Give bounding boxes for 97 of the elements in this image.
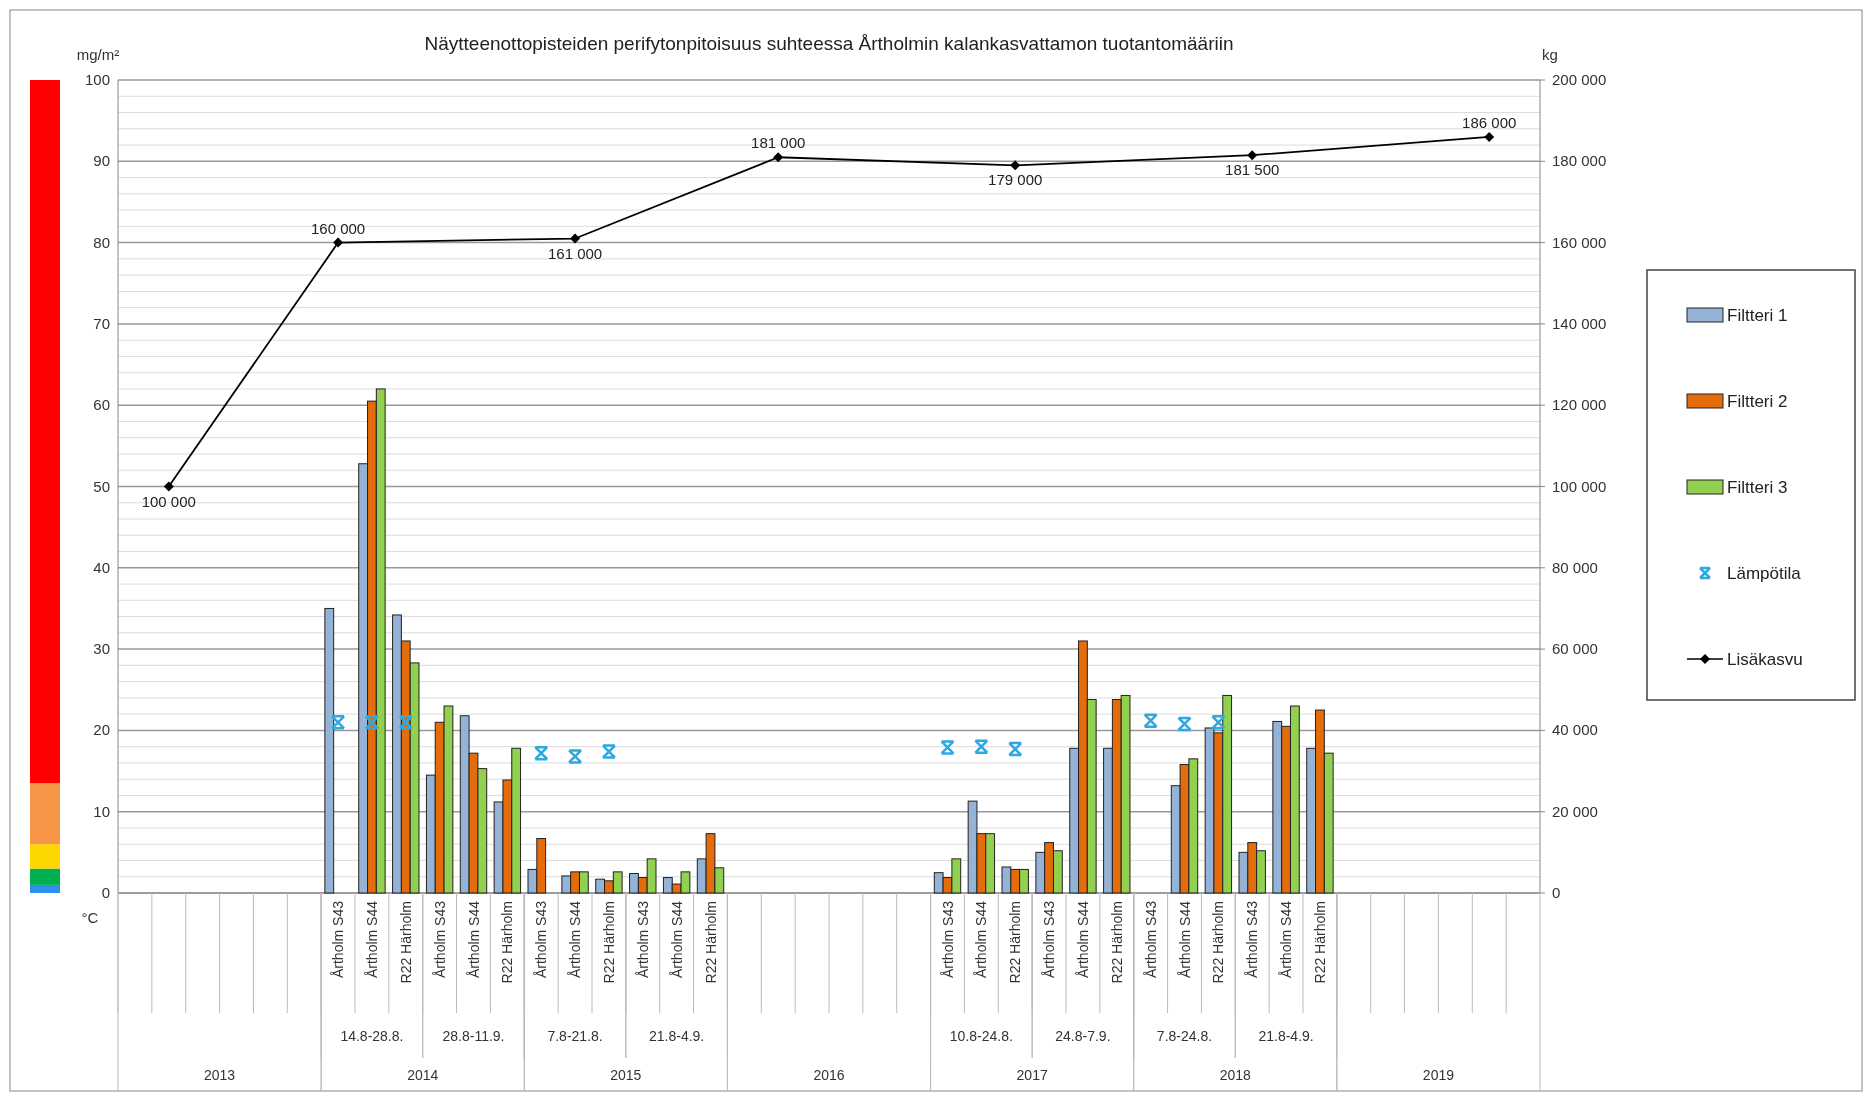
- data-label: 179 000: [988, 171, 1043, 189]
- text: 2014: [407, 1066, 439, 1083]
- y2-tick-label: 80 000: [1552, 558, 1598, 576]
- point: [940, 740, 955, 755]
- x-tick-label: Årtholm S44: [363, 900, 380, 979]
- y-tick-label: 90: [93, 152, 110, 170]
- x-tick-label: Årtholm S43: [1041, 900, 1058, 979]
- x-tick-label: Årtholm S44: [1278, 900, 1295, 979]
- y-tick-label: 80: [93, 233, 110, 251]
- text: 24.8-7.9.: [1055, 1027, 1111, 1044]
- x-tick-label: Årtholm S44: [1074, 900, 1091, 979]
- point: [1247, 150, 1258, 161]
- data-label: 186 000: [1462, 113, 1517, 131]
- chart-title: Näytteenottopisteiden perifytonpitoisuus suhteessa Årtholmin kalankasvattamon tuotantomääriin: [424, 33, 1234, 54]
- point: [398, 715, 414, 730]
- point: [567, 749, 583, 764]
- x-tick-label: R22 Härholm: [397, 901, 414, 984]
- text: °C: [81, 909, 99, 926]
- y2-tick-label: 100 000: [1552, 477, 1607, 495]
- point: [1484, 131, 1495, 142]
- point: [1010, 160, 1021, 171]
- x-tick-label: R22 Härholm: [702, 901, 719, 984]
- y2-tick-label: 0: [1552, 884, 1561, 901]
- legend-label: Filtteri 3: [1727, 478, 1788, 497]
- point: [364, 715, 380, 730]
- y2-tick-label: 140 000: [1552, 314, 1607, 332]
- y-tick-label: 30: [93, 640, 110, 658]
- text: 21.8-4.9.: [649, 1027, 705, 1044]
- legend-label: Lämpötila: [1727, 564, 1802, 583]
- legend-label: Filtteri 2: [1727, 392, 1788, 411]
- text: 14.8-28.8.: [340, 1027, 404, 1044]
- x-tick-label: Årtholm S43: [634, 900, 651, 979]
- text: 2017: [1016, 1066, 1048, 1083]
- y-axis-title: mg/m²: [76, 46, 120, 63]
- x-tick-label: Årtholm S43: [1142, 900, 1159, 979]
- legend-label: Filtteri 1: [1727, 306, 1788, 325]
- x-tick-label: Årtholm S44: [465, 900, 482, 979]
- x-tick-label: R22 Härholm: [1007, 901, 1024, 984]
- x-tick-label: Årtholm S43: [431, 900, 448, 979]
- point: [330, 715, 346, 730]
- y-tick-label: 10: [93, 802, 110, 820]
- y-tick-label: 40: [93, 558, 110, 576]
- point: [1211, 715, 1226, 730]
- y-tick-label: 50: [93, 477, 110, 495]
- point: [570, 233, 581, 244]
- point: [974, 739, 989, 754]
- text: 10.8-24.8.: [949, 1027, 1013, 1044]
- data-label: 181 000: [751, 134, 806, 152]
- data-label: 161 000: [547, 244, 603, 262]
- text: 28.8-11.9.: [442, 1027, 505, 1044]
- x-tick-label: Årtholm S43: [1244, 900, 1261, 979]
- y2-tick-label: 40 000: [1552, 721, 1598, 739]
- text: 21.8-4.9.: [1258, 1027, 1314, 1044]
- text: 2016: [813, 1066, 845, 1083]
- point: [601, 744, 617, 759]
- x-tick-label: Årtholm S44: [668, 900, 685, 979]
- text: 2019: [1422, 1066, 1455, 1083]
- point: [533, 745, 549, 761]
- x-tick-label: Årtholm S44: [973, 900, 990, 979]
- y2-tick-label: 200 000: [1552, 71, 1607, 88]
- point: [1177, 716, 1192, 732]
- x-tick-label: Årtholm S43: [533, 900, 550, 979]
- y2-tick-label: 160 000: [1552, 233, 1607, 251]
- text: 7.8-24.8.: [1156, 1027, 1213, 1044]
- y-tick-label: 70: [93, 314, 110, 332]
- text: 2018: [1219, 1066, 1252, 1083]
- text: 2015: [610, 1066, 642, 1083]
- x-tick-label: Årtholm S43: [939, 900, 956, 979]
- text: 2013: [203, 1066, 236, 1083]
- legend-label: Lisäkasvu: [1727, 650, 1803, 669]
- x-tick-label: R22 Härholm: [1108, 901, 1125, 984]
- y-tick-label: 0: [101, 884, 110, 901]
- y2-tick-label: 20 000: [1552, 802, 1598, 820]
- y-tick-label: 100: [84, 71, 110, 88]
- point: [163, 481, 174, 492]
- data-label: 181 500: [1225, 161, 1280, 179]
- point: [773, 152, 784, 163]
- x-tick-label: R22 Härholm: [600, 901, 617, 984]
- x-tick-label: R22 Härholm: [1210, 901, 1227, 984]
- x-tick-label: R22 Härholm: [1311, 901, 1328, 984]
- x-tick-label: R22 Härholm: [499, 901, 516, 984]
- y2-tick-label: 60 000: [1552, 640, 1598, 658]
- point: [333, 237, 344, 248]
- y2-tick-label: 180 000: [1552, 152, 1607, 170]
- x-tick-label: Årtholm S43: [330, 900, 347, 979]
- y2-tick-label: 120 000: [1552, 396, 1607, 414]
- y-tick-label: 60: [93, 396, 110, 414]
- point: [1007, 741, 1023, 757]
- point: [1143, 713, 1158, 728]
- bar: [324, 607, 335, 894]
- text: 7.8-21.8.: [547, 1027, 603, 1044]
- y2-axis-title: kg: [1542, 46, 1558, 63]
- x-tick-label: Årtholm S44: [567, 900, 584, 979]
- data-label: 100 000: [141, 492, 196, 510]
- y-tick-label: 20: [93, 721, 110, 739]
- x-tick-label: Årtholm S44: [1176, 900, 1193, 979]
- data-label: 160 000: [310, 219, 366, 237]
